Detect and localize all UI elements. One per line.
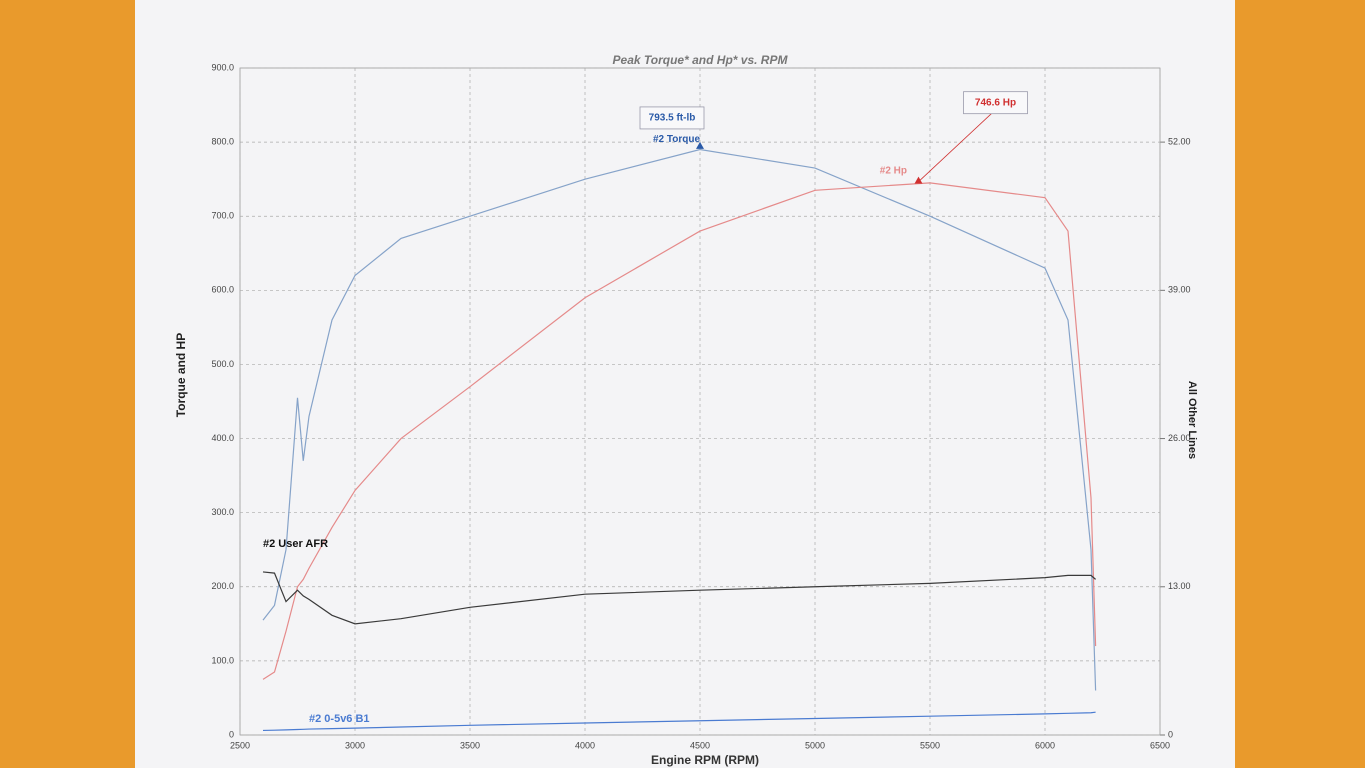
y-tick-label: 100.0 (211, 655, 234, 665)
y2-tick-label: 26.00 (1168, 433, 1191, 443)
y-tick-label: 200.0 (211, 581, 234, 591)
x-axis-label: Engine RPM (RPM) (651, 753, 759, 767)
callout-box (963, 91, 1028, 115)
y-tick-label: 900.0 (211, 62, 234, 72)
x-tick-label: 5000 (805, 740, 825, 750)
series-line (262, 182, 1097, 680)
callout-line (918, 111, 994, 182)
y-tick-label: 400.0 (211, 433, 234, 443)
x-tick-label: 3000 (345, 740, 365, 750)
y2-tick-label: 0 (1168, 729, 1173, 739)
series-line (262, 148, 1097, 691)
x-tick-label: 4000 (575, 740, 595, 750)
callout-box (639, 106, 705, 130)
series-label: #2 User AFR (263, 538, 328, 550)
series-label: #2 0-5v6 B1 (309, 713, 370, 725)
callout-text: 746.6 Hp (975, 97, 1016, 108)
x-tick-label: 2500 (230, 740, 250, 750)
y-tick-label: 500.0 (211, 359, 234, 369)
series-label: #2 Torque (653, 134, 700, 145)
y-tick-label: 800.0 (211, 136, 234, 146)
x-tick-label: 4500 (690, 740, 710, 750)
y-tick-label: 600.0 (211, 285, 234, 295)
y-axis-label: Torque and HP (174, 333, 188, 417)
y-tick-label: 700.0 (211, 211, 234, 221)
x-tick-label: 5500 (920, 740, 940, 750)
y2-axis-label: All Other Lines (1186, 381, 1198, 459)
x-tick-label: 6000 (1035, 740, 1055, 750)
x-tick-label: 3500 (460, 740, 480, 750)
callout-text: 793.5 ft-lb (649, 113, 696, 124)
peak-marker (914, 176, 923, 184)
y-tick-label: 300.0 (211, 507, 234, 517)
series-line (262, 711, 1096, 732)
y2-tick-label: 13.00 (1168, 581, 1191, 591)
x-tick-label: 6500 (1150, 740, 1170, 750)
chart-title: Peak Torque* and Hp* vs. RPM (613, 53, 789, 67)
y-tick-label: 0 (229, 729, 234, 739)
y2-tick-label: 52.00 (1168, 136, 1191, 146)
peak-marker (696, 141, 704, 149)
series-label: #2 Hp (880, 166, 907, 177)
series-line (262, 571, 1096, 625)
y2-tick-label: 39.00 (1168, 285, 1191, 295)
